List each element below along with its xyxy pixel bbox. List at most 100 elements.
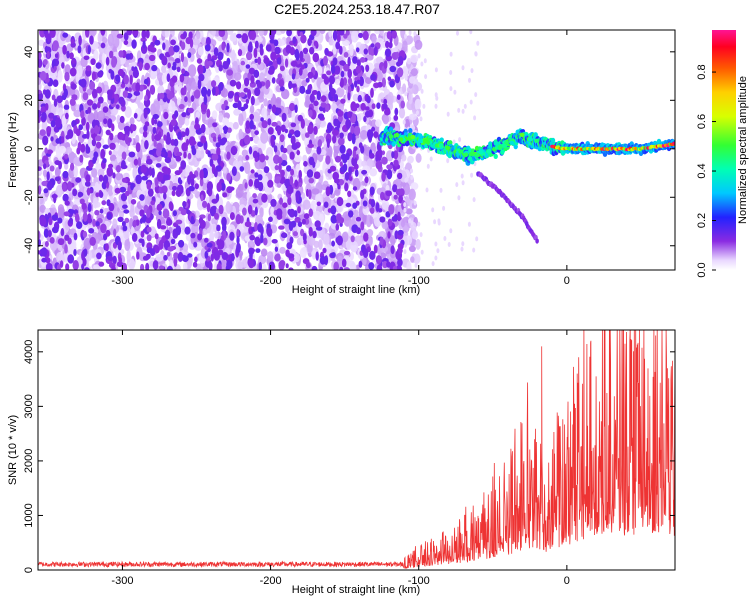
noise-cell (406, 99, 415, 111)
noise-cell (340, 98, 346, 104)
noise-cell (61, 136, 65, 144)
noise-cell (370, 73, 377, 81)
noise-cell (44, 241, 49, 247)
noise-cell (384, 108, 391, 116)
noise-cell (106, 166, 114, 177)
noise-cell (330, 205, 337, 215)
noise-cell (47, 230, 52, 238)
noise-cell (318, 239, 323, 251)
noise-cell (379, 216, 386, 223)
noise-cell (182, 262, 188, 270)
noise-cell (274, 253, 281, 262)
noise-cell (313, 171, 321, 179)
noise-cell (100, 42, 106, 49)
noise-cell (38, 89, 42, 95)
noise-cell (151, 167, 155, 178)
noise-cell (185, 71, 190, 77)
noise-cell (178, 239, 185, 248)
noise-cell (414, 262, 418, 268)
noise-cell (219, 138, 226, 146)
noise-cell (351, 30, 359, 43)
noise-cell (343, 163, 348, 172)
noise-cell (274, 177, 281, 184)
noise-cell (475, 236, 479, 242)
noise-cell (216, 224, 221, 232)
noise-cell (277, 157, 283, 164)
noise-cell (474, 51, 478, 57)
noise-cell (379, 30, 384, 36)
noise-cell (375, 119, 382, 127)
noise-cell (350, 235, 355, 243)
noise-cell (362, 257, 367, 266)
noise-cell (122, 177, 128, 183)
noise-cell (235, 214, 242, 225)
noise-cell (51, 194, 58, 199)
noise-cell (159, 265, 165, 270)
noise-cell (121, 160, 126, 169)
noise-cell (123, 229, 130, 240)
noise-cell (365, 64, 370, 73)
noise-cell (369, 250, 376, 260)
noise-cell (180, 208, 187, 216)
noise-cell (307, 71, 314, 79)
noise-cell (404, 91, 408, 97)
noise-cell (266, 227, 273, 237)
noise-cell (413, 253, 421, 264)
noise-cell (182, 200, 187, 208)
noise-cell (115, 165, 121, 173)
noise-cell (94, 233, 102, 244)
noise-cell (70, 38, 75, 44)
noise-cell (143, 108, 148, 119)
noise-cell (352, 186, 358, 191)
noise-cell (142, 214, 147, 221)
noise-cell (305, 94, 311, 107)
noise-cell (66, 50, 70, 59)
noise-cell (308, 83, 313, 90)
noise-cell (38, 166, 42, 171)
noise-cell (177, 131, 182, 140)
noise-cell (206, 88, 211, 97)
noise-cell (121, 151, 127, 160)
noise-cell (347, 111, 352, 119)
noise-cell (46, 51, 50, 59)
noise-cell (119, 115, 125, 124)
noise-cell (129, 74, 133, 85)
noise-cell (469, 99, 473, 105)
noise-cell (60, 228, 65, 237)
noise-cell (93, 151, 99, 159)
noise-cell (157, 121, 163, 128)
noise-cell (345, 152, 350, 161)
noise-cell (213, 251, 220, 261)
noise-cell (295, 51, 300, 61)
noise-cell (369, 207, 375, 214)
noise-cell (227, 91, 234, 99)
noise-cell (252, 198, 259, 204)
noise-cell (80, 110, 85, 119)
noise-cell (62, 170, 69, 179)
noise-cell (229, 231, 235, 241)
noise-cell (97, 168, 105, 178)
noise-cell (472, 247, 476, 253)
noise-cell (138, 61, 143, 71)
noise-cell (275, 97, 282, 104)
noise-cell (142, 255, 150, 261)
noise-cell (276, 57, 282, 65)
noise-cell (50, 136, 54, 142)
noise-cell (309, 46, 315, 55)
noise-cell (274, 165, 279, 171)
noise-cell (226, 151, 231, 160)
noise-cell (102, 158, 107, 164)
noise-cell (291, 220, 297, 228)
noise-cell (308, 226, 313, 237)
noise-cell (310, 30, 317, 37)
noise-cell (236, 81, 242, 90)
noise-cell (194, 256, 198, 263)
noise-cell (144, 121, 150, 127)
noise-cell (107, 33, 114, 47)
noise-cell (231, 166, 237, 177)
noise-cell (167, 246, 174, 252)
noise-cell (54, 53, 59, 58)
noise-cell (263, 98, 268, 107)
noise-cell (305, 89, 312, 95)
noise-cell (429, 156, 433, 162)
